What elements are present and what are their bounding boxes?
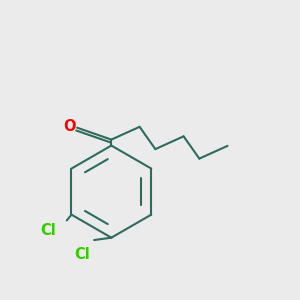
Text: Cl: Cl [74, 247, 89, 262]
Text: Cl: Cl [40, 223, 56, 238]
Text: O: O [63, 119, 76, 134]
